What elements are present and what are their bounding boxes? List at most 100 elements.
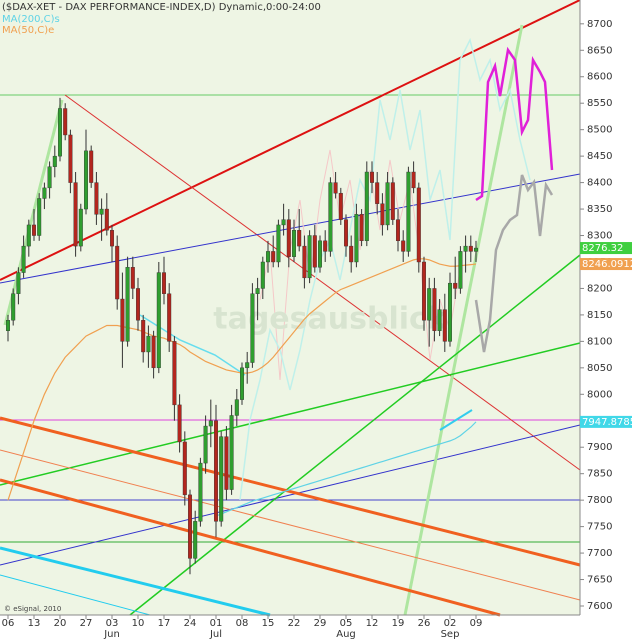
candle-body bbox=[182, 441, 187, 496]
candle-body bbox=[135, 288, 140, 321]
x-tick-label: 12 bbox=[366, 618, 379, 629]
candle-body bbox=[172, 341, 177, 406]
x-tick-label: 09 bbox=[470, 618, 483, 629]
watermark: tagesausblick bbox=[213, 302, 448, 337]
candle-body bbox=[37, 198, 42, 236]
x-tick-label: 01 bbox=[210, 618, 223, 629]
y-tick-label: 7600 bbox=[587, 601, 612, 612]
y-tick-label: 8650 bbox=[587, 45, 612, 56]
price-label-box bbox=[580, 258, 632, 271]
y-tick-label: 7800 bbox=[587, 495, 612, 506]
candle-body bbox=[11, 293, 16, 321]
candle-body bbox=[5, 320, 10, 331]
candle-body bbox=[406, 171, 411, 252]
y-tick-label: 8600 bbox=[587, 72, 612, 83]
candle-body bbox=[432, 288, 437, 331]
candle-body bbox=[42, 187, 47, 199]
candle-body bbox=[380, 203, 385, 226]
price-label: 8246.09124 bbox=[582, 259, 632, 270]
x-tick-label: 05 bbox=[340, 618, 353, 629]
candle-body bbox=[312, 235, 317, 268]
y-tick-label: 8100 bbox=[587, 336, 612, 347]
y-tick-label: 8350 bbox=[587, 204, 612, 215]
axis-area bbox=[580, 0, 632, 640]
candle-body bbox=[130, 267, 135, 289]
trendline bbox=[0, 0, 581, 281]
candle-body bbox=[68, 134, 73, 183]
trendline bbox=[0, 342, 581, 486]
y-tick-label: 8500 bbox=[587, 125, 612, 136]
x-tick-label: 19 bbox=[392, 618, 405, 629]
candle-body bbox=[47, 166, 52, 189]
candle-body bbox=[115, 245, 120, 300]
candle-body bbox=[16, 272, 21, 294]
candle-body bbox=[104, 208, 109, 231]
y-tick-label: 7700 bbox=[587, 548, 612, 559]
candle-body bbox=[260, 261, 265, 289]
candle-body bbox=[26, 224, 31, 247]
candle-body bbox=[463, 245, 468, 252]
y-tick-label: 8300 bbox=[587, 231, 612, 242]
trendline bbox=[439, 409, 473, 431]
candle-body bbox=[354, 214, 359, 263]
candle-body bbox=[177, 404, 182, 443]
candle-body bbox=[328, 182, 333, 252]
y-tick-label: 8700 bbox=[587, 19, 612, 30]
axis-area bbox=[0, 615, 580, 640]
candle-body bbox=[323, 240, 328, 252]
candle-body bbox=[359, 214, 364, 242]
trendline bbox=[129, 254, 581, 616]
trendline bbox=[64, 94, 581, 471]
y-tick-label: 8550 bbox=[587, 98, 612, 109]
candle-body bbox=[281, 219, 286, 226]
candle-body bbox=[411, 171, 416, 189]
trendline bbox=[0, 449, 581, 601]
candle-body bbox=[286, 219, 291, 257]
month-label: Sep bbox=[441, 629, 460, 640]
candle-body bbox=[370, 171, 375, 183]
candle-body bbox=[427, 288, 432, 321]
candle-body bbox=[156, 272, 161, 369]
candle-body bbox=[239, 367, 244, 400]
x-tick-label: 03 bbox=[106, 618, 119, 629]
x-tick-label: 27 bbox=[80, 618, 93, 629]
candle-body bbox=[453, 282, 458, 289]
candle-body bbox=[385, 182, 390, 226]
projection bbox=[475, 46, 554, 202]
candle-body bbox=[344, 219, 349, 247]
candle-body bbox=[396, 219, 401, 242]
candle-body bbox=[416, 187, 421, 263]
projection bbox=[239, 37, 531, 501]
price-label-box bbox=[580, 242, 632, 255]
candle-body bbox=[73, 182, 78, 247]
candle-body bbox=[78, 208, 83, 247]
candle-body bbox=[151, 335, 156, 369]
candle-body bbox=[276, 224, 281, 263]
candle-body bbox=[161, 272, 166, 294]
candle-body bbox=[219, 436, 224, 522]
ma-line bbox=[215, 421, 477, 517]
candle-body bbox=[349, 245, 354, 263]
x-tick-label: 26 bbox=[418, 618, 431, 629]
x-tick-label: 24 bbox=[184, 618, 197, 629]
y-tick-label: 8050 bbox=[587, 363, 612, 374]
y-tick-label: 7650 bbox=[587, 575, 612, 586]
candle-body bbox=[146, 335, 151, 353]
trendline bbox=[0, 416, 581, 567]
y-tick-label: 8150 bbox=[587, 310, 612, 321]
y-tick-label: 8000 bbox=[587, 389, 612, 400]
trendline bbox=[403, 24, 524, 616]
candle-body bbox=[333, 182, 338, 194]
projection bbox=[474, 174, 554, 353]
candle-body bbox=[297, 230, 302, 247]
candle-body bbox=[250, 293, 255, 363]
price-label: 8276.32 bbox=[582, 243, 623, 254]
candle-body bbox=[234, 399, 239, 416]
candle-body bbox=[213, 420, 218, 522]
y-tick-label: 7750 bbox=[587, 522, 612, 533]
candle-body bbox=[302, 245, 307, 279]
y-tick-label: 7850 bbox=[587, 469, 612, 480]
candle-body bbox=[307, 235, 312, 279]
candle-body bbox=[187, 494, 192, 559]
trendline bbox=[0, 546, 271, 617]
